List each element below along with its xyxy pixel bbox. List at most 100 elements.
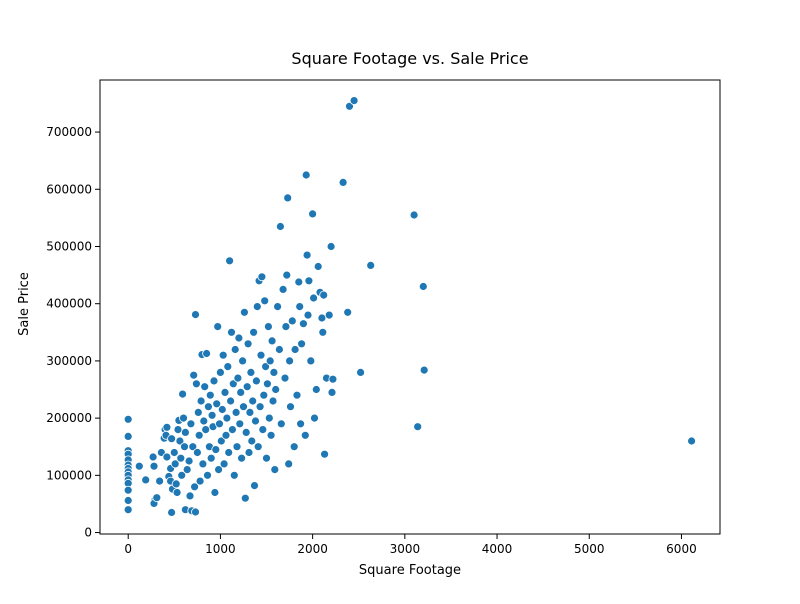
data-point	[268, 396, 278, 406]
data-point	[211, 445, 221, 455]
data-point	[298, 319, 308, 329]
data-point	[419, 365, 429, 375]
data-point	[214, 465, 224, 475]
y-tick-label: 400000	[46, 297, 92, 311]
data-point	[134, 461, 144, 471]
x-tick-label: 2000	[297, 542, 328, 556]
y-tick-label: 100000	[46, 468, 92, 482]
data-point	[366, 260, 376, 270]
data-point	[227, 327, 236, 337]
data-point	[213, 322, 223, 332]
data-point	[180, 427, 190, 437]
data-point	[247, 436, 257, 446]
y-axis: 0 100000 200000 300000 400000 500000 600000 700…	[46, 125, 100, 540]
x-tick-label: 6000	[666, 542, 697, 556]
data-point	[180, 442, 189, 452]
data-point	[218, 350, 228, 360]
data-point	[123, 431, 133, 441]
data-point	[282, 270, 292, 280]
data-point	[215, 419, 224, 429]
data-point	[264, 413, 274, 423]
data-point	[189, 370, 199, 380]
x-tick-label: 0	[124, 542, 132, 556]
data-point	[162, 422, 172, 432]
data-point	[182, 465, 192, 475]
data-point	[184, 456, 194, 466]
data-point	[284, 459, 294, 469]
data-point	[236, 387, 246, 397]
data-point	[176, 453, 186, 463]
data-point	[258, 425, 268, 435]
data-points	[123, 96, 696, 517]
data-point	[356, 367, 366, 377]
data-point	[210, 488, 220, 497]
data-point	[229, 470, 239, 480]
data-point	[250, 481, 259, 491]
data-point	[259, 390, 269, 400]
data-point	[230, 345, 240, 354]
y-tick-label: 200000	[46, 411, 92, 425]
data-point	[328, 374, 338, 384]
data-point	[206, 453, 216, 463]
data-point	[222, 413, 232, 423]
data-point	[301, 170, 311, 180]
data-point	[244, 448, 254, 457]
data-point	[234, 333, 244, 343]
data-point	[199, 416, 209, 426]
data-point	[311, 385, 321, 394]
data-point	[186, 419, 196, 429]
data-point	[292, 390, 302, 400]
data-point	[172, 488, 182, 497]
data-point	[216, 436, 226, 446]
data-point	[290, 345, 300, 354]
data-point	[232, 442, 242, 452]
data-point	[263, 322, 273, 332]
data-point	[123, 485, 133, 495]
y-axis-label: Sale Price	[17, 272, 32, 336]
data-point	[238, 356, 248, 366]
data-point	[262, 379, 272, 389]
data-point	[241, 427, 251, 437]
data-point	[190, 482, 200, 492]
data-point	[167, 434, 177, 444]
chart-title: Square Footage vs. Sale Price	[291, 49, 528, 68]
data-point	[223, 362, 233, 372]
data-point	[252, 302, 262, 312]
data-point	[167, 508, 177, 517]
data-point	[193, 407, 203, 417]
data-point	[295, 302, 305, 312]
data-point	[409, 210, 419, 220]
data-point	[262, 453, 271, 463]
data-point	[349, 96, 359, 105]
data-point	[326, 242, 336, 251]
x-tick-label: 5000	[574, 542, 605, 556]
data-point	[287, 316, 297, 326]
data-point	[203, 402, 213, 412]
data-point	[242, 382, 252, 392]
data-point	[274, 345, 284, 354]
data-point	[256, 350, 266, 360]
y-tick-label: 0	[84, 526, 92, 540]
y-tick-label: 600000	[46, 182, 92, 196]
data-point	[338, 177, 348, 187]
data-point	[201, 425, 211, 435]
data-point	[317, 313, 327, 323]
data-point	[123, 496, 133, 505]
data-point	[200, 382, 210, 392]
data-point	[212, 399, 222, 409]
data-point	[318, 327, 328, 337]
data-point	[309, 293, 319, 303]
axes-frame	[99, 79, 721, 535]
data-point	[209, 376, 219, 386]
data-point	[273, 302, 283, 312]
data-point	[308, 209, 318, 219]
data-point	[266, 430, 276, 440]
data-point	[225, 256, 235, 266]
data-point	[141, 475, 151, 485]
data-point	[179, 413, 188, 423]
x-tick-label: 3000	[390, 542, 421, 556]
data-point	[123, 505, 133, 515]
data-point	[215, 367, 225, 377]
data-point	[275, 222, 285, 231]
